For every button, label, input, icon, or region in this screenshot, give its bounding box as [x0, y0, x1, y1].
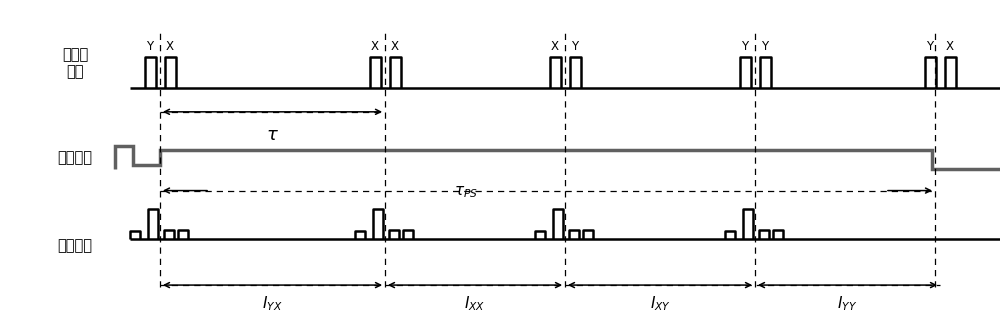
Text: $\tau$: $\tau$ — [266, 126, 279, 144]
Text: $I_{XX}$: $I_{XX}$ — [464, 295, 486, 313]
Text: Y: Y — [146, 40, 154, 53]
Text: X: X — [166, 40, 174, 53]
Text: Y: Y — [571, 40, 579, 53]
Text: X: X — [371, 40, 379, 53]
Text: Y: Y — [741, 40, 749, 53]
Text: 注入脉
冲对: 注入脉 冲对 — [62, 47, 88, 79]
Text: $\tau_{PS}$: $\tau_{PS}$ — [454, 184, 479, 200]
Text: $I_{YX}$: $I_{YX}$ — [262, 295, 283, 313]
Text: Y: Y — [761, 40, 769, 53]
Text: Y: Y — [926, 40, 934, 53]
Text: X: X — [946, 40, 954, 53]
Text: X: X — [391, 40, 399, 53]
Text: $I_{XY}$: $I_{XY}$ — [650, 295, 670, 313]
Text: $I_{YY}$: $I_{YY}$ — [837, 295, 858, 313]
Text: 偏振调制: 偏振调制 — [58, 150, 92, 165]
Text: 干涉结果: 干涉结果 — [58, 238, 92, 253]
Text: X: X — [551, 40, 559, 53]
